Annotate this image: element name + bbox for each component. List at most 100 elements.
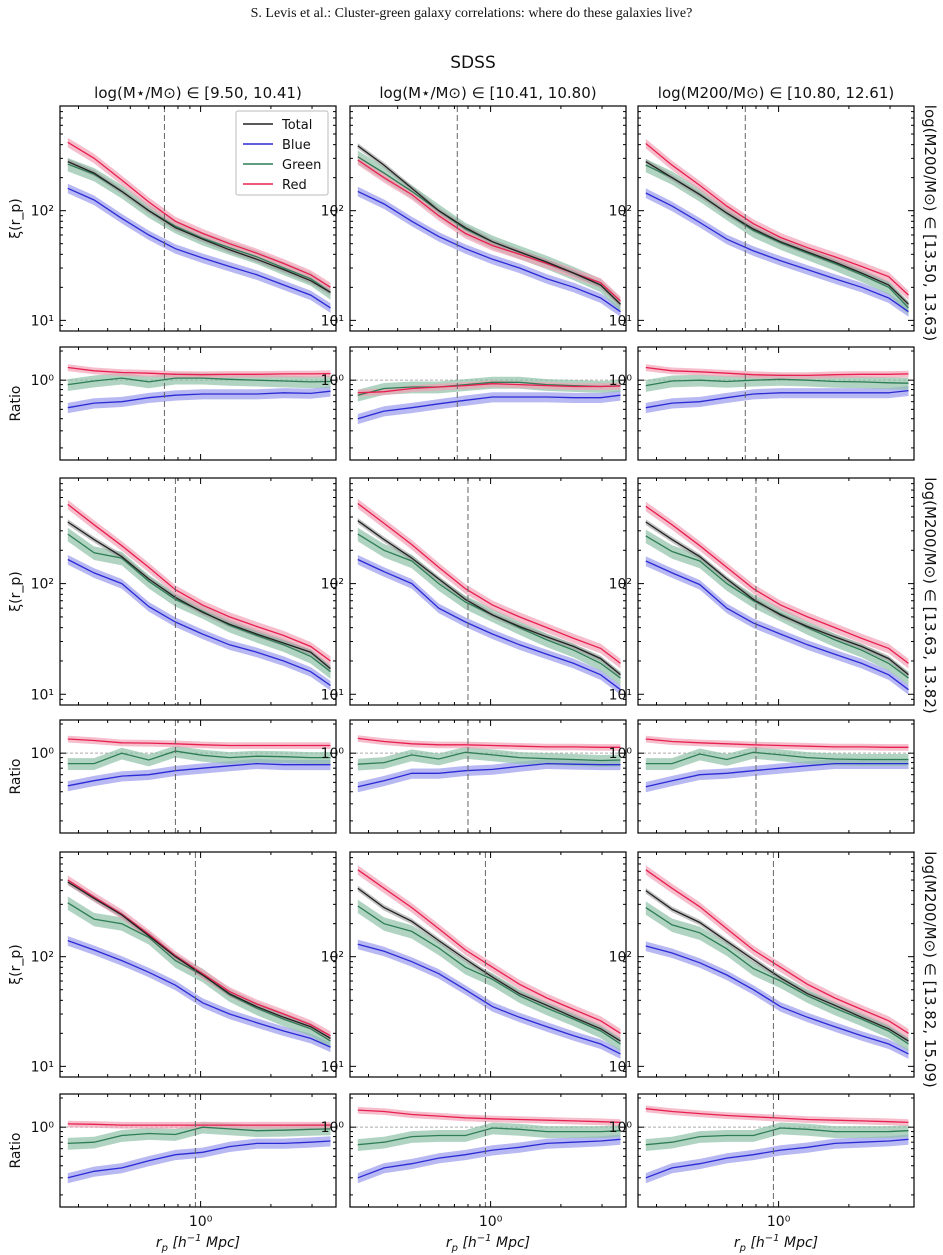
ratio-panel-frame bbox=[59, 1093, 337, 1208]
blue-series-line bbox=[357, 943, 621, 1055]
total-series-line bbox=[67, 161, 331, 293]
red-ratio-line bbox=[67, 366, 331, 376]
y-tick-label: 10⁰ bbox=[31, 1120, 55, 1136]
ratio-plot-area bbox=[350, 1094, 626, 1207]
total-series-line bbox=[645, 890, 909, 1042]
ratio-axes: 10⁰ bbox=[31, 347, 336, 460]
row-title: log(M200/M⊙) ∈ [13.63, 13.82) bbox=[921, 477, 939, 713]
blue-series-line bbox=[645, 192, 909, 313]
x-tick-label: 10⁰ bbox=[479, 1214, 503, 1230]
red-series-line bbox=[67, 503, 331, 662]
red-error-band bbox=[645, 865, 909, 1039]
total-series-line bbox=[67, 881, 331, 1039]
red-ratio-line bbox=[357, 737, 621, 748]
ratio-axes: 10⁰ bbox=[31, 1094, 336, 1207]
xi-axes: 10¹ 10² bbox=[31, 105, 336, 332]
xi-panel-frame bbox=[349, 851, 627, 1078]
xi-plot-area bbox=[645, 106, 909, 331]
red-error-band bbox=[645, 501, 909, 669]
xi-panel-frame bbox=[59, 477, 337, 706]
red-error-band bbox=[357, 865, 621, 1039]
red-error-band bbox=[357, 155, 621, 307]
y-tick-label: 10⁰ bbox=[609, 1120, 633, 1136]
blue-ratio-band bbox=[645, 1134, 909, 1184]
ratio-panel-frame bbox=[349, 346, 627, 461]
xi-panel-frame bbox=[349, 105, 627, 332]
blue-error-band bbox=[67, 555, 331, 691]
xi-panel-frame bbox=[637, 851, 915, 1078]
blue-error-band bbox=[67, 936, 331, 1053]
ratio-axis-label: Ratio bbox=[8, 1133, 24, 1169]
xi-plot-area bbox=[357, 852, 621, 1077]
blue-ratio-band bbox=[357, 758, 621, 793]
red-ratio-band bbox=[67, 735, 331, 749]
y-tick-label: 10² bbox=[31, 950, 54, 966]
blue-ratio-line bbox=[645, 389, 909, 409]
green-ratio-line bbox=[67, 377, 331, 386]
blue-error-band bbox=[645, 941, 909, 1059]
ratio-axes: 10⁰ bbox=[321, 347, 626, 460]
blue-ratio-line bbox=[645, 1138, 909, 1179]
xi-axes: 10¹ 10² bbox=[609, 105, 914, 332]
red-series-line bbox=[357, 869, 621, 1034]
red-ratio-line bbox=[67, 738, 331, 747]
ratio-axes: 10⁰ bbox=[321, 1094, 626, 1207]
y-tick-label: 10¹ bbox=[321, 1059, 344, 1075]
green-series-line bbox=[645, 907, 909, 1045]
ratio-axes: 10⁰ bbox=[609, 1094, 914, 1207]
ratio-panel-frame bbox=[59, 719, 337, 834]
red-ratio-band bbox=[645, 735, 909, 751]
legend-label-green: Green bbox=[282, 158, 321, 173]
legend-label-blue: Blue bbox=[282, 138, 311, 153]
y-tick-label: 10² bbox=[609, 204, 632, 220]
y-tick-label: 10⁰ bbox=[321, 1120, 345, 1136]
y-tick-label: 10¹ bbox=[321, 687, 344, 703]
xi-axes: 10¹ 10² bbox=[321, 105, 626, 332]
ratio-axes: 10⁰ bbox=[609, 347, 914, 460]
y-tick-label: 10² bbox=[321, 577, 344, 593]
xi-panel-frame bbox=[637, 477, 915, 706]
row-title: log(M200/M⊙) ∈ [13.82, 15.09) bbox=[921, 851, 939, 1087]
red-error-band bbox=[357, 498, 621, 669]
green-ratio-band bbox=[67, 745, 331, 770]
panel-r2-c2 bbox=[349, 477, 627, 834]
y-tick-label: 10² bbox=[609, 577, 632, 593]
panel-r2-c3: log(M200/M⊙) ∈ [13.63, 13.82) bbox=[637, 477, 939, 834]
green-series-line bbox=[645, 535, 909, 679]
red-series-line bbox=[645, 869, 909, 1034]
y-tick-label: 10⁰ bbox=[31, 373, 55, 389]
total-series-line bbox=[67, 521, 331, 670]
ratio-axes: 10⁰ bbox=[609, 720, 914, 833]
y-tick-label: 10¹ bbox=[321, 313, 344, 329]
ratio-plot-area bbox=[60, 720, 336, 833]
legend-label-red: Red bbox=[282, 178, 307, 193]
y-tick-label: 10¹ bbox=[31, 687, 54, 703]
xi-axes: 10¹ 10² bbox=[321, 851, 626, 1078]
y-tick-label: 10⁰ bbox=[609, 373, 633, 389]
blue-series-line bbox=[67, 187, 331, 309]
green-series-line bbox=[357, 905, 621, 1045]
ratio-plot-area bbox=[638, 347, 914, 460]
xi-axis-label: ξ(r_p) bbox=[8, 571, 24, 611]
red-series-line bbox=[67, 141, 331, 288]
red-series-line bbox=[67, 879, 331, 1037]
blue-series-line bbox=[357, 190, 621, 313]
panel-r1-c2: log(M⋆/M⊙) ∈ [10.41, 10.80) bbox=[349, 84, 627, 461]
blue-ratio-line bbox=[357, 762, 621, 788]
green-ratio-band bbox=[357, 1122, 621, 1151]
ratio-plot-area bbox=[638, 720, 914, 833]
blue-ratio-line bbox=[357, 394, 621, 420]
xi-plot-area bbox=[357, 478, 621, 705]
xi-panel-frame bbox=[349, 477, 627, 706]
blue-error-band bbox=[357, 939, 621, 1059]
y-tick-label: 10² bbox=[609, 950, 632, 966]
red-series-line bbox=[645, 505, 909, 664]
blue-series-line bbox=[67, 558, 331, 687]
xi-axes: 10¹ 10² bbox=[609, 851, 914, 1078]
red-series-line bbox=[357, 159, 621, 302]
xi-axes: 10¹ 10² bbox=[31, 477, 336, 706]
total-error-band bbox=[357, 517, 621, 678]
blue-ratio-band bbox=[67, 1136, 331, 1184]
blue-series-line bbox=[67, 939, 331, 1048]
